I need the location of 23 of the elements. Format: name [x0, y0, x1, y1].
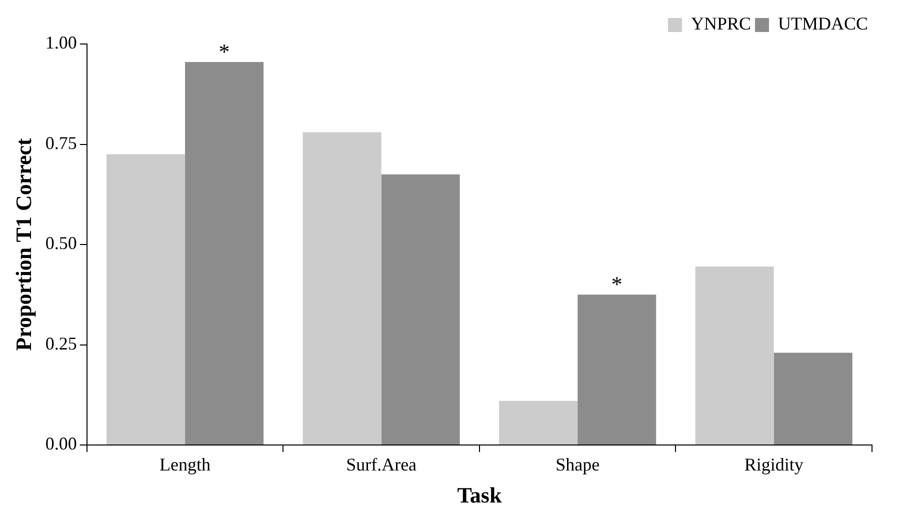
legend-label: YNPRC [690, 14, 751, 34]
bar [302, 132, 382, 444]
bar [381, 174, 460, 444]
x-tick-label: Surf.Area [346, 454, 417, 475]
y-tick-label: 1.00 [45, 32, 77, 53]
bar [695, 266, 774, 444]
bar [499, 400, 578, 444]
x-axis-title: Task [457, 482, 502, 508]
y-axis-title: Proportion T1 Correct [10, 138, 36, 351]
bar [578, 294, 656, 444]
bar [106, 154, 186, 444]
x-tick-label: Length [160, 454, 211, 475]
bar [774, 352, 852, 444]
x-tick-label: Shape [556, 454, 600, 475]
x-tick-label: Rigidity [744, 454, 804, 475]
y-tick-label: 0.00 [45, 434, 77, 454]
y-tick-label: 0.25 [45, 333, 77, 354]
legend-label: UTMDACC [778, 14, 868, 34]
bar [185, 62, 264, 444]
y-tick-label: 0.50 [45, 233, 77, 254]
annotation: * [611, 271, 622, 296]
annotation: * [218, 38, 230, 64]
y-tick-label: 0.75 [45, 132, 77, 153]
